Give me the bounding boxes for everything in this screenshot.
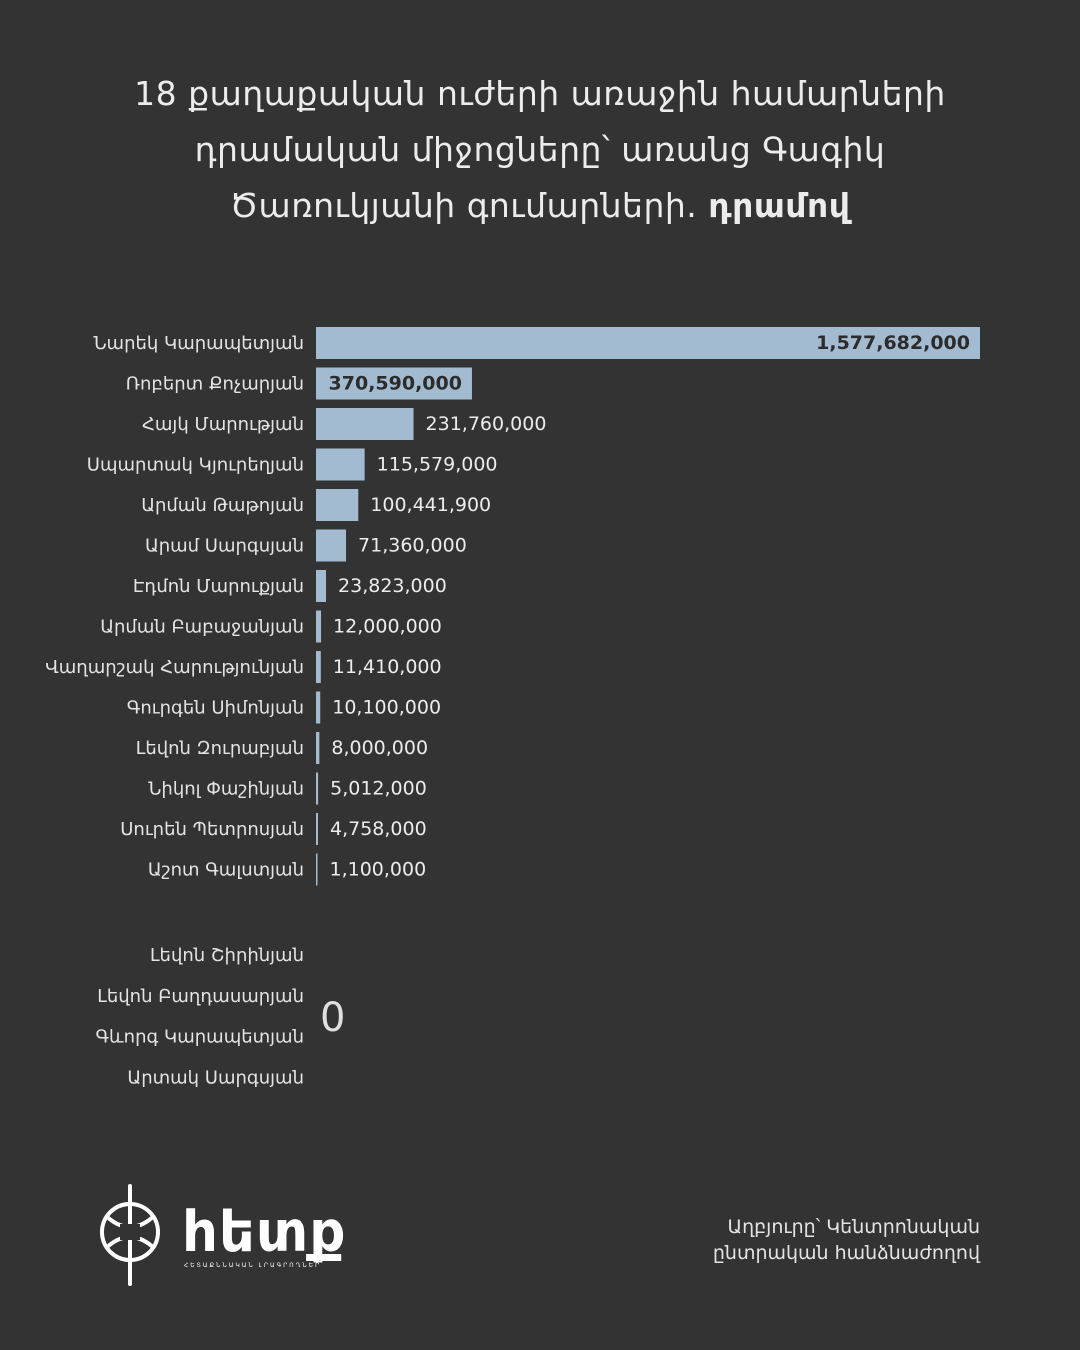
category-label: Վաղարշակ Հարությունյան: [45, 657, 304, 678]
value-label: 71,360,000: [358, 535, 467, 557]
category-label: Արամ Սարգսյան: [145, 536, 304, 557]
value-label: 100,441,900: [370, 494, 491, 516]
title-line-3: Ծառուկյանի գումարների. դրամով: [60, 178, 1020, 234]
category-label: Աշոտ Գալստյան: [148, 860, 304, 881]
brand-name: հետք: [182, 1200, 347, 1265]
brand-tagline: ՀԵՏԱՔՆՆԱԿԱՆ ԼՐԱԳՐՈՂՆԵՐ: [184, 1262, 322, 1269]
value-label: 11,410,000: [333, 656, 442, 678]
zero-category-label: Գևորգ Կարապետյան: [96, 1027, 305, 1048]
category-label: Սպարտակ Կյուրեղյան: [87, 455, 304, 476]
value-label: 1,100,000: [330, 859, 427, 881]
category-label: Արման Բաբաջանյան: [100, 617, 304, 638]
bar: [316, 570, 327, 602]
value-label: 23,823,000: [338, 575, 447, 597]
bar: [316, 529, 347, 562]
value-label: 231,760,000: [426, 413, 547, 435]
category-label: Սուրեն Պետրոսյան: [120, 819, 304, 840]
title-unit: դրամով: [708, 186, 851, 225]
title-line-3-text: Ծառուկյանի գումարների.: [229, 186, 698, 225]
category-label: Արման Թաթոյան: [141, 495, 304, 516]
category-label: Էդմոն Մարուքյան: [133, 576, 304, 597]
hetq-logo-icon: [100, 1184, 160, 1286]
category-label: Հայկ Մարության: [142, 414, 304, 435]
bar: [316, 732, 320, 764]
value-label: 10,100,000: [332, 697, 441, 719]
value-label: 4,758,000: [330, 818, 427, 840]
bar: [316, 489, 359, 521]
bar: [316, 651, 321, 683]
zero-category-label: Լեվոն Շիրինյան: [150, 945, 304, 966]
bar: [316, 813, 319, 845]
bar: [316, 691, 321, 724]
zero-category-label: Լեվոն Բաղդասարյան: [97, 986, 304, 1007]
source-line-2: ընտրական հանձնաժողով: [712, 1242, 980, 1264]
category-label: Գուրգեն Սիմոնյան: [127, 698, 304, 719]
bar: [316, 408, 414, 440]
value-label: 115,579,000: [377, 454, 498, 476]
value-label: 12,000,000: [333, 616, 442, 638]
title-line-2: դրամական միջոցները՝ առանց Գագիկ: [194, 130, 886, 169]
value-label: 1,577,682,000: [816, 332, 970, 354]
value-label: 8,000,000: [331, 737, 428, 759]
zero-category-label: Արտակ Սարգսյան: [127, 1067, 304, 1088]
value-label: 370,590,000: [329, 373, 462, 395]
chart-title: 18 քաղաքական ուժերի առաջին համարների դրա…: [60, 66, 1020, 234]
bar: [316, 610, 322, 643]
value-label: 5,012,000: [330, 778, 427, 800]
category-label: Ռոբերտ Քոչարյան: [126, 374, 304, 395]
zero-value-label: 0: [320, 995, 345, 1041]
bar: [316, 327, 980, 359]
bar-chart: Նարեկ Կարապետյան 1,577,682,000 Ռոբերտ Քոչա…: [45, 327, 980, 1088]
bar: [316, 853, 318, 886]
bar: [316, 367, 472, 400]
category-label: Նարեկ Կարապետյան: [93, 333, 304, 354]
source-note: Աղբյուրը՝ Կենտրոնական ընտրական հանձնաժող…: [580, 1214, 980, 1266]
category-label: Լեվոն Զուրաբյան: [136, 738, 304, 759]
source-line-1: Աղբյուրը՝ Կենտրոնական: [727, 1216, 980, 1238]
title-line-1: 18 քաղաքական ուժերի առաջին համարների: [134, 74, 946, 113]
category-label: Նիկոլ Փաշինյան: [148, 779, 304, 800]
bar: [316, 772, 319, 805]
bar: [316, 448, 365, 481]
